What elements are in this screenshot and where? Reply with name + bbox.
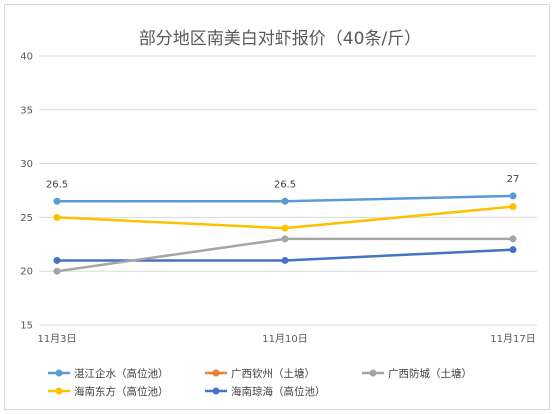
legend-item: 海南东方（高位池） bbox=[48, 385, 169, 398]
legend-label: 海南东方（高位池） bbox=[74, 385, 169, 398]
y-tick-label: 35 bbox=[20, 105, 33, 116]
chart-title: 部分地区南美白对虾报价（40条/斤） bbox=[139, 29, 421, 49]
data-label: 27 bbox=[507, 174, 520, 185]
data-point-s2-2 bbox=[509, 235, 517, 243]
y-tick-label: 25 bbox=[20, 213, 33, 224]
legend-swatch-marker bbox=[212, 369, 220, 377]
data-point-s3-0 bbox=[53, 213, 61, 221]
legend-swatch-marker bbox=[55, 387, 63, 395]
chart-frame: 部分地区南美白对虾报价（40条/斤） 15 20 25 30 35 40 11月3日 11月1… bbox=[4, 4, 550, 410]
y-tick-label: 30 bbox=[20, 159, 33, 170]
x-tick-label: 11月17日 bbox=[490, 333, 535, 345]
legend-swatch-marker bbox=[212, 387, 220, 395]
legend-swatch-marker bbox=[55, 369, 63, 377]
series-line-2 bbox=[55, 237, 515, 273]
x-tick-label: 11月10日 bbox=[262, 333, 307, 345]
x-tick-label: 11月3日 bbox=[37, 333, 76, 345]
data-point-s4-1 bbox=[281, 256, 289, 264]
y-tick-label: 20 bbox=[20, 267, 33, 278]
legend-label: 广西防城（土塘） bbox=[388, 367, 472, 380]
legend-swatch-marker bbox=[369, 369, 377, 377]
y-tick-label: 40 bbox=[20, 52, 33, 63]
data-point-s4-2 bbox=[509, 246, 517, 254]
legend-item: 湛江企水（高位池） bbox=[48, 367, 169, 380]
data-point-s0-0 bbox=[53, 197, 61, 205]
legend-item: 广西防城（土塘） bbox=[362, 367, 472, 380]
legend-label: 海南琼海（高位池） bbox=[231, 385, 326, 398]
legend-item: 广西钦州（土塘） bbox=[205, 367, 315, 380]
data-point-s3-2 bbox=[509, 203, 517, 211]
data-point-s0-1 bbox=[281, 197, 289, 205]
data-point-s2-0 bbox=[53, 267, 61, 275]
data-point-s2-1 bbox=[281, 235, 289, 243]
data-label: 26.5 bbox=[274, 179, 296, 190]
y-tick-label: 15 bbox=[20, 321, 33, 332]
legend-label: 湛江企水（高位池） bbox=[74, 367, 169, 380]
legend-item: 海南琼海（高位池） bbox=[205, 385, 326, 398]
data-point-s0-2 bbox=[509, 192, 517, 200]
data-label: 26.5 bbox=[46, 179, 68, 190]
chart-svg: 部分地区南美白对虾报价（40条/斤） 15 20 25 30 35 40 11月3日 11月1… bbox=[20, 29, 537, 398]
legend-label: 广西钦州（土塘） bbox=[231, 367, 315, 380]
data-point-s3-1 bbox=[281, 224, 289, 232]
data-point-s4-0 bbox=[53, 256, 61, 264]
